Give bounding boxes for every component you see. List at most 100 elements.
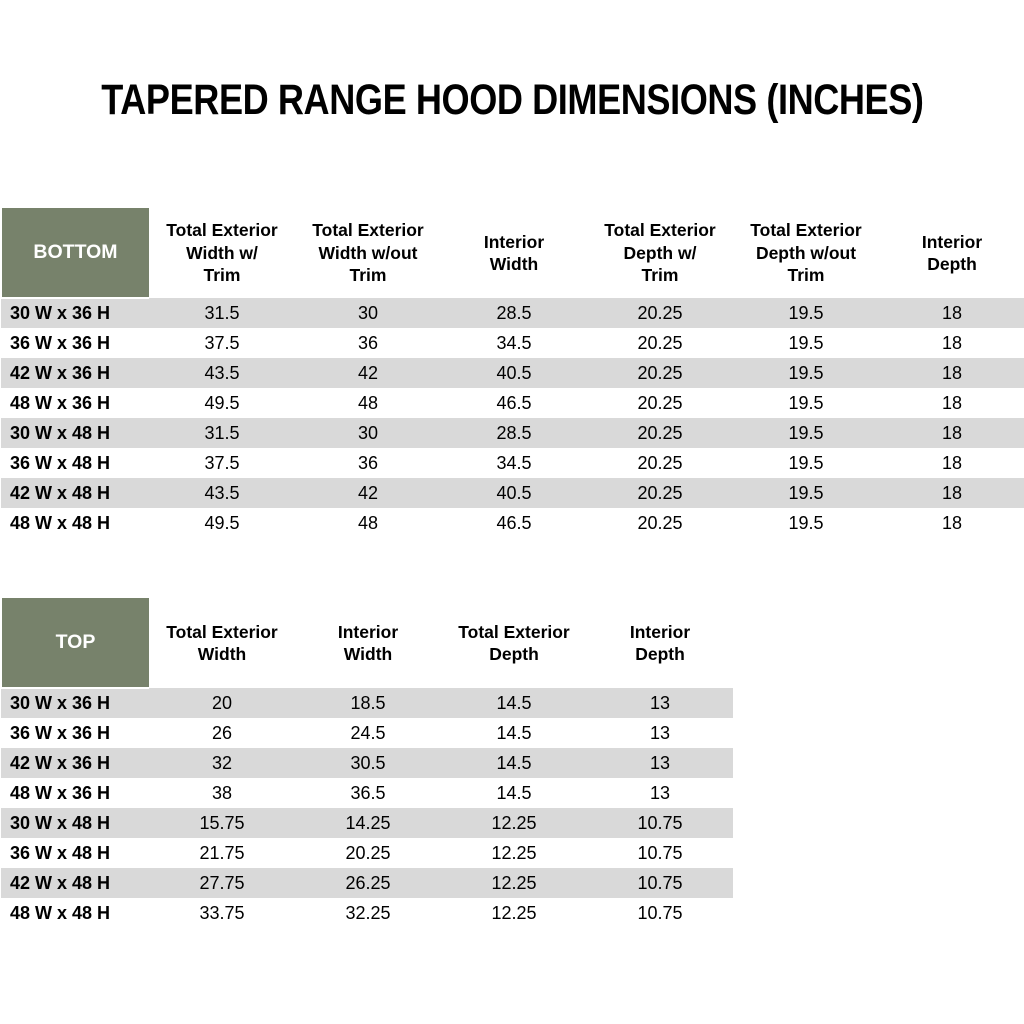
column-header-interior-depth: Interior Depth: [879, 208, 1024, 298]
dimension-value: 42: [357, 362, 379, 383]
dimension-value: 20.25: [637, 362, 683, 383]
dimension-value: 13: [649, 722, 671, 743]
dimension-value: 12.25: [491, 902, 537, 923]
dimension-value: 10.75: [637, 872, 683, 893]
dimension-value: 14.5: [496, 722, 532, 743]
dimension-value: 20.25: [637, 392, 683, 413]
row-size-label: 30 W x 36 H: [10, 303, 111, 323]
row-size-label: 30 W x 48 H: [10, 812, 111, 833]
dimension-value: 32.25: [345, 902, 391, 923]
dimension-value: 19.5: [788, 332, 824, 353]
table-row: 42 W x 48 H 43.5 42 40.5 20.25 19.5 18: [1, 478, 1024, 508]
dimension-value: 20.25: [637, 512, 683, 533]
dimension-value: 18: [941, 362, 963, 383]
dimension-value: 36.5: [350, 782, 386, 803]
dimension-value: 48: [357, 512, 379, 533]
dimension-value: 31.5: [204, 422, 240, 443]
dimension-value: 12.25: [491, 872, 537, 893]
dimension-value: 31.5: [204, 302, 240, 323]
dimension-value: 38: [211, 782, 233, 803]
dimension-value: 40.5: [496, 482, 532, 503]
dimension-value: 33.75: [199, 902, 245, 923]
bottom-table-body: 30 W x 36 H 31.5 30 28.5 20.25 19.5 18 36 W x 3…: [1, 298, 1024, 538]
row-size-label: 48 W x 48 H: [10, 512, 111, 533]
dimension-value: 34.5: [496, 332, 532, 353]
column-header-total-exterior-depth-without-trim: Total Exterior Depth w/out Trim: [733, 208, 879, 298]
dimension-value: 13: [649, 752, 671, 773]
dimension-value: 18: [941, 302, 963, 323]
dimension-value: 19.5: [788, 482, 824, 503]
dimension-value: 40.5: [496, 362, 532, 383]
table-row: 42 W x 48 H 27.75 26.25 12.25 10.75: [1, 868, 733, 898]
row-size-label: 42 W x 48 H: [10, 482, 111, 503]
top-table-corner-label: TOP: [0, 598, 149, 689]
column-header-total-exterior-depth-with-trim: Total Exterior Depth w/ Trim: [587, 208, 733, 298]
table-row: 36 W x 36 H 26 24.5 14.5 13: [1, 718, 733, 748]
dimension-value: 13: [649, 782, 671, 803]
dimension-value: 19.5: [788, 422, 824, 443]
dimension-value: 19.5: [788, 362, 824, 383]
dimension-value: 49.5: [204, 392, 240, 413]
dimension-value: 32: [211, 752, 233, 773]
dimension-value: 14.5: [496, 692, 532, 713]
dimension-value: 36: [357, 332, 379, 353]
dimension-value: 12.25: [491, 812, 537, 833]
table-row: 48 W x 48 H 33.75 32.25 12.25 10.75: [1, 898, 733, 928]
dimension-value: 18: [941, 482, 963, 503]
table-row: 48 W x 36 H 49.5 48 46.5 20.25 19.5 18: [1, 388, 1024, 418]
page-title-text: TAPERED RANGE HOOD DIMENSIONS (INCHES): [100, 76, 924, 124]
dimension-value: 18: [941, 512, 963, 533]
table-row: 48 W x 48 H 49.5 48 46.5 20.25 19.5 18: [1, 508, 1024, 538]
dimension-value: 30.5: [350, 752, 386, 773]
dimension-value: 18: [941, 452, 963, 473]
dimension-value: 18: [941, 392, 963, 413]
dimension-value: 27.75: [199, 872, 245, 893]
column-header-total-exterior-width-without-trim: Total Exterior Width w/out Trim: [295, 208, 441, 298]
table-row: 36 W x 48 H 21.75 20.25 12.25 10.75: [1, 838, 733, 868]
row-size-label: 42 W x 36 H: [10, 362, 111, 383]
column-header-interior-width: Interior Width: [295, 598, 441, 688]
bottom-table-corner-label: BOTTOM: [0, 208, 149, 299]
table-row: 36 W x 48 H 37.5 36 34.5 20.25 19.5 18: [1, 448, 1024, 478]
dimension-value: 20.25: [637, 302, 683, 323]
dimension-value: 46.5: [496, 512, 532, 533]
table-row: 30 W x 48 H 15.75 14.25 12.25 10.75: [1, 808, 733, 838]
dimension-value: 30: [357, 422, 379, 443]
column-header-total-exterior-width-with-trim: Total Exterior Width w/ Trim: [149, 208, 295, 298]
column-header-interior-width: Interior Width: [441, 208, 587, 298]
dimension-value: 12.25: [491, 842, 537, 863]
table-row: 42 W x 36 H 32 30.5 14.5 13: [1, 748, 733, 778]
dimension-value: 19.5: [788, 302, 824, 323]
bottom-table-header-row: BOTTOM Total Exterior Width w/ Trim Tota…: [0, 208, 1024, 299]
dimension-value: 10.75: [637, 812, 683, 833]
dimension-value: 36: [357, 452, 379, 473]
dimension-value: 30: [357, 302, 379, 323]
dimension-value: 14.25: [345, 812, 391, 833]
dimension-value: 43.5: [204, 362, 240, 383]
row-size-label: 48 W x 48 H: [10, 902, 111, 923]
dimension-value: 28.5: [496, 422, 532, 443]
row-size-label: 36 W x 48 H: [10, 452, 111, 473]
row-size-label: 48 W x 36 H: [10, 782, 111, 803]
row-size-label: 42 W x 36 H: [10, 752, 111, 773]
dimension-value: 26: [211, 722, 233, 743]
dimension-value: 20.25: [637, 482, 683, 503]
row-size-label: 36 W x 36 H: [10, 722, 111, 743]
row-size-label: 48 W x 36 H: [10, 392, 111, 413]
column-header-total-exterior-width: Total Exterior Width: [149, 598, 295, 688]
page-title: TAPERED RANGE HOOD DIMENSIONS (INCHES): [0, 0, 1024, 125]
dimension-value: 49.5: [204, 512, 240, 533]
table-row: 36 W x 36 H 37.5 36 34.5 20.25 19.5 18: [1, 328, 1024, 358]
dimension-value: 20.25: [345, 842, 391, 863]
column-header-interior-depth: Interior Depth: [587, 598, 733, 688]
dimension-value: 20.25: [637, 332, 683, 353]
dimension-value: 20: [211, 692, 233, 713]
dimension-value: 37.5: [204, 452, 240, 473]
dimension-value: 28.5: [496, 302, 532, 323]
dimension-value: 46.5: [496, 392, 532, 413]
top-table-header-row: TOP Total Exterior Width Interior Width …: [0, 598, 733, 689]
bottom-dimensions-table: BOTTOM Total Exterior Width w/ Trim Tota…: [0, 208, 1024, 538]
dimension-value: 43.5: [204, 482, 240, 503]
top-dimensions-table: TOP Total Exterior Width Interior Width …: [0, 598, 733, 928]
dimension-value: 19.5: [788, 512, 824, 533]
